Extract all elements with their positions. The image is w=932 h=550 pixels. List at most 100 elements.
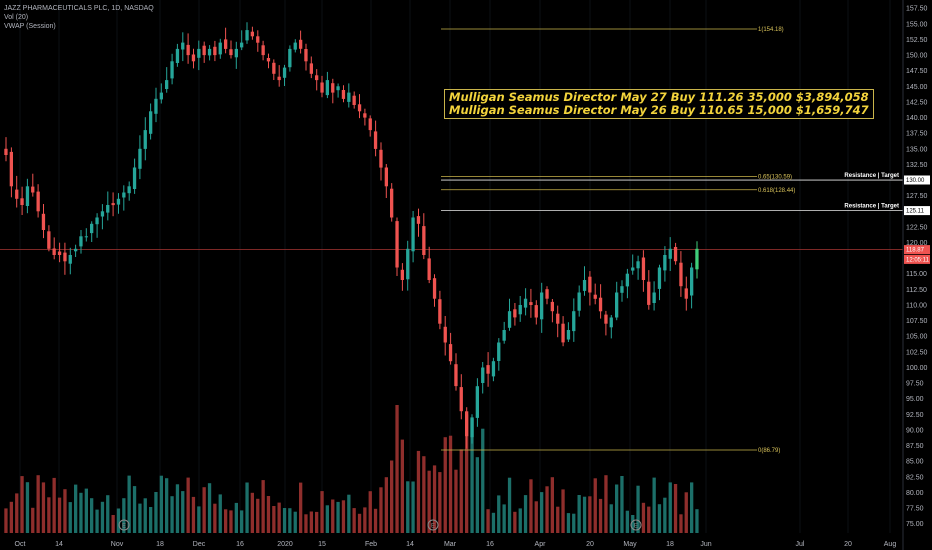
volume-bar xyxy=(556,506,560,533)
y-axis-tick-label: 82.50 xyxy=(906,474,924,481)
volume-bar xyxy=(106,495,110,533)
volume-bar xyxy=(95,509,99,533)
candle-body xyxy=(465,411,469,437)
fib-label: 1(154.18) xyxy=(758,27,784,33)
volume-bar xyxy=(384,477,388,533)
candle-body xyxy=(582,280,587,291)
volume-bar xyxy=(572,513,576,533)
fib-labels: 1(154.18) 0.65(130.59) 0.618(128.44) 0(86.7… xyxy=(758,27,899,454)
candle-body xyxy=(604,314,608,324)
volume-bar xyxy=(315,511,319,533)
candle-body xyxy=(422,226,426,255)
candle-body xyxy=(357,104,362,112)
candle-body xyxy=(336,86,340,91)
volume-bar xyxy=(625,510,629,533)
volume-bar xyxy=(390,460,394,533)
volume-bar xyxy=(197,506,201,533)
candle-body xyxy=(181,42,185,50)
candle-body xyxy=(347,92,351,102)
volume-bar xyxy=(497,495,501,533)
volume-bar xyxy=(534,501,538,533)
volume-bar xyxy=(25,482,30,533)
candle-body xyxy=(202,45,206,56)
volume-bar xyxy=(234,502,238,533)
candle-body xyxy=(545,289,549,299)
y-axis-tick-label: 102.50 xyxy=(906,349,928,356)
volume-bar xyxy=(336,501,340,533)
volume-bar xyxy=(181,491,185,533)
volume-bar xyxy=(373,508,378,533)
volume-bar xyxy=(668,482,672,533)
x-axis-tick-label: 20 xyxy=(844,541,852,548)
candle-body xyxy=(502,330,506,341)
volume-indicator-label[interactable]: Vol (20) xyxy=(4,14,29,21)
insider-line-2: Mulligan Seamus Director May 26 Buy 110.… xyxy=(449,103,869,117)
candle-body xyxy=(127,186,131,194)
candle-body xyxy=(593,294,597,299)
candle-body xyxy=(406,248,410,280)
volume-bar xyxy=(132,486,137,533)
y-axis-tick-label: 115.00 xyxy=(906,271,927,278)
candle-body xyxy=(609,317,613,328)
insider-buy-annotation: Mulligan Seamus Director May 27 Buy 111.… xyxy=(444,89,874,119)
candle-body xyxy=(36,191,40,212)
candle-body xyxy=(673,247,678,262)
candle-body xyxy=(390,188,394,218)
x-axis-tick-label: Feb xyxy=(365,541,377,548)
x-axis-tick-label: 14 xyxy=(406,541,414,548)
candle-body xyxy=(299,39,303,49)
volume-bar xyxy=(566,513,571,533)
volume-bar xyxy=(395,405,399,533)
price-tag xyxy=(904,245,930,255)
candle-body xyxy=(68,255,72,264)
volume-bar xyxy=(657,504,662,533)
y-axis-tick-label: 122.50 xyxy=(906,224,928,231)
volume-bar xyxy=(673,484,678,533)
volume-bar xyxy=(416,450,421,533)
y-axis-tick-label: 80.00 xyxy=(906,490,924,497)
volume-bar xyxy=(486,509,490,533)
y-axis-tick-label: 137.50 xyxy=(906,131,928,138)
volume-bar xyxy=(111,515,115,533)
candle-body xyxy=(475,386,479,418)
candle-body xyxy=(20,198,24,205)
volume-bar xyxy=(491,512,496,533)
candle-body xyxy=(615,292,619,318)
candle-body xyxy=(566,330,571,340)
candle-body xyxy=(100,211,105,217)
candle-body xyxy=(679,262,683,287)
vwap-indicator-label[interactable]: VWAP (Session) xyxy=(4,23,56,30)
volume-bar xyxy=(165,478,169,533)
volume-bar xyxy=(561,489,565,533)
volume-bar xyxy=(631,515,635,533)
volume-bar xyxy=(256,498,260,533)
candle-body xyxy=(41,213,46,230)
fib-label: 0(86.79) xyxy=(758,448,780,454)
volume-bar xyxy=(620,476,624,533)
volume-bar xyxy=(518,508,522,533)
y-axis-tick-label: 75.00 xyxy=(906,521,924,528)
volume-bar xyxy=(218,494,222,533)
volume-bar xyxy=(240,510,244,533)
x-axis-tick-label: 20 xyxy=(586,541,594,548)
volume-bar xyxy=(229,510,233,533)
x-axis-tick-label: 16 xyxy=(486,541,494,548)
volume-bar xyxy=(186,477,190,533)
candle-body xyxy=(224,39,228,49)
candle-body xyxy=(448,344,453,362)
y-axis-tick-label: 90.00 xyxy=(906,427,924,434)
candle-body xyxy=(373,131,378,149)
volume-bar xyxy=(341,500,346,533)
candle-body xyxy=(261,45,265,56)
candle-body xyxy=(470,417,474,438)
candle-body xyxy=(15,189,19,199)
volume-bar xyxy=(577,495,581,533)
candle-body xyxy=(529,302,533,305)
x-axis-tick-label: 16 xyxy=(236,541,244,548)
candle-body xyxy=(620,286,624,293)
y-axis-tick-label: 145.00 xyxy=(906,84,928,91)
candle-body xyxy=(652,292,656,303)
candle-body xyxy=(282,67,287,78)
volume-bar xyxy=(502,504,506,533)
